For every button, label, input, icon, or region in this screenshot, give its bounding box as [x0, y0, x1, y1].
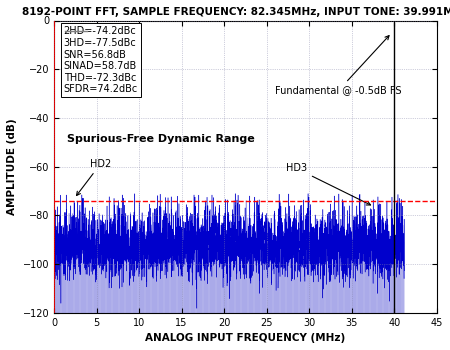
- Text: HD2: HD2: [76, 159, 112, 196]
- Title: 8192-POINT FFT, SAMPLE FREQUENCY: 82.345MHz, INPUT TONE: 39.991MHz: 8192-POINT FFT, SAMPLE FREQUENCY: 82.345…: [22, 7, 450, 17]
- Text: 2HD=-74.2dBc
3HD=-77.5dBc
SNR=56.8dB
SINAD=58.7dB
THD=-72.3dBc
SFDR=74.2dBc: 2HD=-74.2dBc 3HD=-77.5dBc SNR=56.8dB SIN…: [63, 26, 138, 94]
- Text: Fundamental @ -0.5dB FS: Fundamental @ -0.5dB FS: [275, 36, 402, 96]
- Y-axis label: AMPLITUDE (dB): AMPLITUDE (dB): [7, 118, 17, 215]
- Text: Spurious-Free Dynamic Range: Spurious-Free Dynamic Range: [67, 134, 255, 144]
- X-axis label: ANALOG INPUT FREQUENCY (MHz): ANALOG INPUT FREQUENCY (MHz): [145, 333, 346, 343]
- Text: HD3: HD3: [286, 163, 370, 205]
